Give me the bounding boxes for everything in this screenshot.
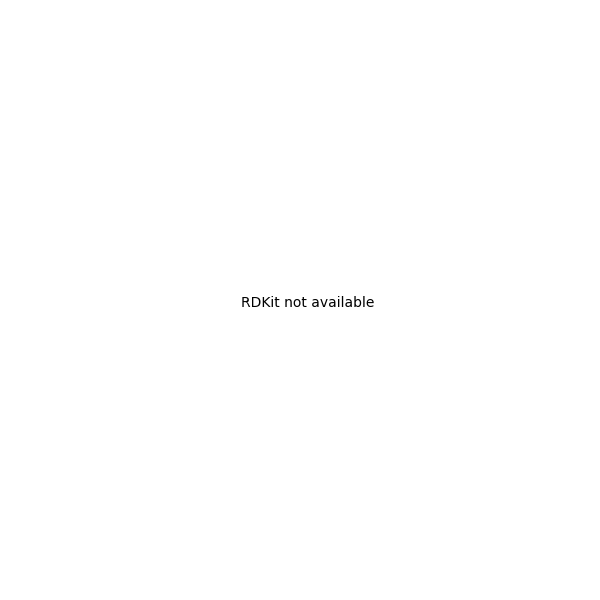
Text: RDKit not available: RDKit not available: [241, 296, 374, 310]
